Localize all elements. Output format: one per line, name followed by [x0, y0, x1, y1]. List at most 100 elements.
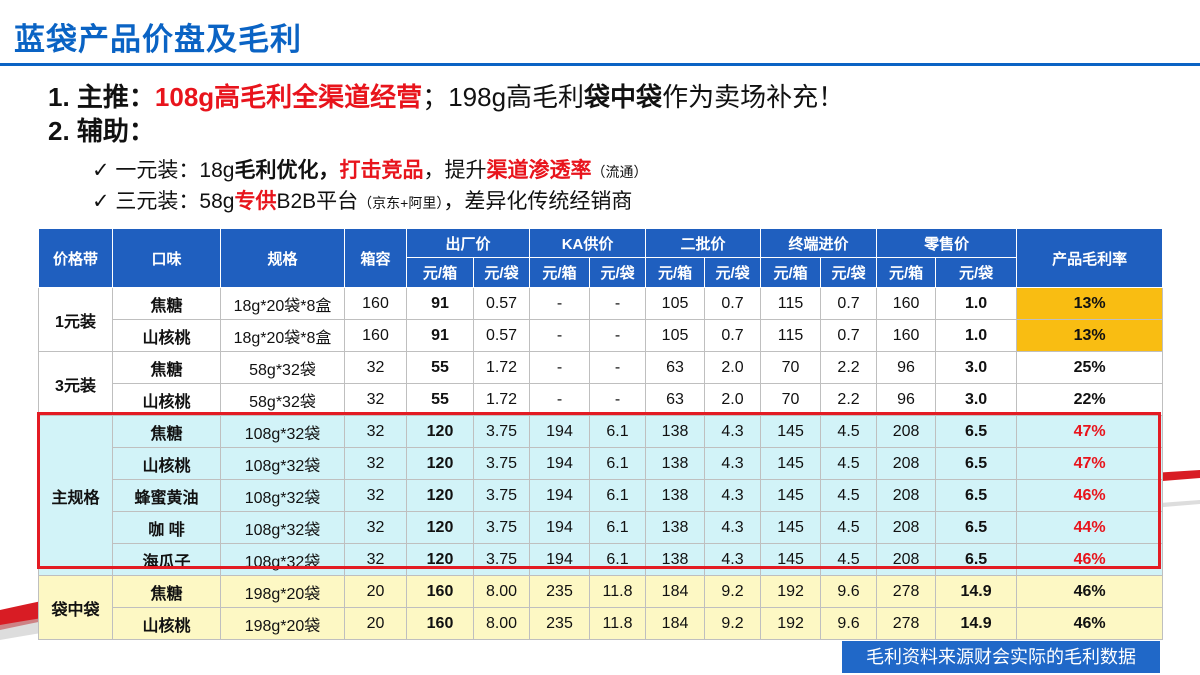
factory-case-cell: 91 [406, 287, 474, 320]
header-per-case: 元/箱 [529, 257, 591, 288]
table-row: 蜂蜜黄油 108g*32袋 32 120 3.75 194 6.1 138 4.… [39, 479, 1164, 512]
case-qty-cell: 32 [344, 479, 407, 512]
retail-bag-cell: 3.0 [935, 383, 1018, 416]
retail-bag-cell: 6.5 [935, 511, 1018, 544]
footnote: 毛利资料来源财会实际的毛利数据 [842, 641, 1160, 673]
retail-case-cell: 278 [876, 575, 937, 608]
case-qty-cell: 160 [344, 287, 407, 320]
retail-case-cell: 96 [876, 351, 937, 384]
retail-case-cell: 208 [876, 479, 937, 512]
flavor-cell: 山核桃 [112, 447, 221, 480]
factory-bag-cell: 1.72 [472, 351, 531, 384]
terminal-case-cell: 70 [760, 351, 822, 384]
spec-cell: 108g*32袋 [220, 479, 345, 512]
terminal-bag-cell: 9.6 [820, 607, 878, 640]
second-case-cell: 138 [645, 479, 706, 512]
header-second: 二批价 [645, 228, 762, 258]
terminal-bag-cell: 4.5 [820, 543, 878, 576]
margin-cell: 47% [1016, 415, 1164, 448]
header-spec: 规格 [220, 228, 345, 288]
ka-bag-cell: 6.1 [589, 511, 647, 544]
margin-cell: 47% [1016, 447, 1164, 480]
price-band-cell: 1元装 [38, 287, 113, 352]
retail-case-cell: 160 [876, 287, 937, 320]
terminal-bag-cell: 0.7 [820, 287, 878, 320]
margin-cell: 46% [1016, 543, 1164, 576]
case-qty-cell: 32 [344, 543, 407, 576]
second-bag-cell: 2.0 [704, 351, 762, 384]
retail-case-cell: 96 [876, 383, 937, 416]
table-row: 3元装 焦糖 58g*32袋 32 55 1.72 - - 63 2.0 70 … [38, 351, 1164, 416]
header-factory: 出厂价 [405, 228, 531, 258]
terminal-bag-cell: 4.5 [820, 415, 878, 448]
header-margin: 产品毛利率 [1016, 228, 1164, 288]
margin-cell: 13% [1016, 319, 1164, 352]
ka-case-cell: - [529, 383, 591, 416]
factory-bag-cell: 3.75 [472, 479, 531, 512]
ka-case-cell: 235 [529, 607, 591, 640]
margin-cell: 13% [1016, 287, 1164, 320]
point-1-bold: 袋中袋 [584, 82, 663, 112]
header-per-bag: 元/袋 [935, 257, 1018, 288]
ka-bag-cell: 6.1 [589, 415, 647, 448]
sub-1-mid: ，提升 [423, 159, 487, 182]
factory-case-cell: 55 [406, 351, 474, 384]
retail-bag-cell: 1.0 [935, 319, 1018, 352]
header-price-band: 价格带 [38, 228, 113, 288]
ka-case-cell: 194 [529, 543, 591, 576]
factory-bag-cell: 3.75 [472, 511, 531, 544]
page-title: 蓝袋产品价盘及毛利 [14, 22, 302, 57]
second-bag-cell: 0.7 [704, 287, 762, 320]
retail-case-cell: 160 [876, 319, 937, 352]
second-bag-cell: 4.3 [704, 415, 762, 448]
title-divider [0, 63, 1200, 66]
point-1-highlight: 108g高毛利全渠道经营 [154, 82, 423, 112]
table-row: 1元装 焦糖 18g*20袋*8盒 160 91 0.57 - - 105 0.… [38, 287, 1164, 352]
second-bag-cell: 9.2 [704, 575, 762, 608]
flavor-cell: 焦糖 [112, 351, 221, 384]
retail-bag-cell: 6.5 [935, 447, 1018, 480]
ka-case-cell: 194 [529, 447, 591, 480]
second-case-cell: 105 [645, 287, 706, 320]
second-bag-cell: 4.3 [704, 447, 762, 480]
second-bag-cell: 0.7 [704, 319, 762, 352]
flavor-cell: 海瓜子 [112, 543, 221, 576]
retail-case-cell: 208 [876, 511, 937, 544]
factory-bag-cell: 1.72 [472, 383, 531, 416]
case-qty-cell: 32 [344, 511, 407, 544]
table-row: 咖 啡 108g*32袋 32 120 3.75 194 6.1 138 4.3… [39, 511, 1164, 544]
header-terminal: 终端进价 [760, 228, 878, 258]
sub-1-red-b: 渠道渗透率 [486, 159, 592, 182]
factory-bag-cell: 3.75 [472, 415, 531, 448]
second-case-cell: 138 [645, 511, 706, 544]
terminal-case-cell: 145 [760, 479, 822, 512]
sub-1-red-a: 打击竞品 [339, 159, 424, 182]
spec-cell: 108g*32袋 [220, 511, 345, 544]
header-per-case: 元/箱 [406, 257, 474, 288]
case-qty-cell: 32 [344, 351, 407, 384]
sub-1-prefix: ✓ 一元装：18g [92, 159, 235, 182]
sub-1-note: （流通） [591, 164, 648, 180]
retail-case-cell: 208 [876, 543, 937, 576]
ka-bag-cell: 6.1 [589, 479, 647, 512]
table-row: 山核桃 58g*32袋 32 55 1.72 - - 63 2.0 70 2.2… [39, 383, 1164, 416]
case-qty-cell: 20 [344, 575, 407, 608]
flavor-cell: 焦糖 [112, 415, 221, 448]
factory-case-cell: 91 [406, 319, 474, 352]
second-bag-cell: 4.3 [704, 479, 762, 512]
factory-bag-cell: 0.57 [472, 319, 531, 352]
spec-cell: 18g*20袋*8盒 [220, 319, 345, 352]
sub-point-2: ✓ 三元装：58g专供B2B平台（京东+阿里），差异化传统经销商 [92, 185, 632, 215]
header-per-case: 元/箱 [760, 257, 822, 288]
margin-cell: 22% [1016, 383, 1164, 416]
factory-bag-cell: 8.00 [472, 607, 531, 640]
terminal-case-cell: 115 [760, 319, 822, 352]
factory-case-cell: 160 [406, 607, 474, 640]
retail-case-cell: 208 [876, 415, 937, 448]
header-per-bag: 元/袋 [820, 257, 878, 288]
price-band-cell: 主规格 [38, 415, 113, 576]
retail-case-cell: 208 [876, 447, 937, 480]
terminal-case-cell: 192 [760, 575, 822, 608]
flavor-cell: 焦糖 [112, 287, 221, 320]
factory-bag-cell: 8.00 [472, 575, 531, 608]
